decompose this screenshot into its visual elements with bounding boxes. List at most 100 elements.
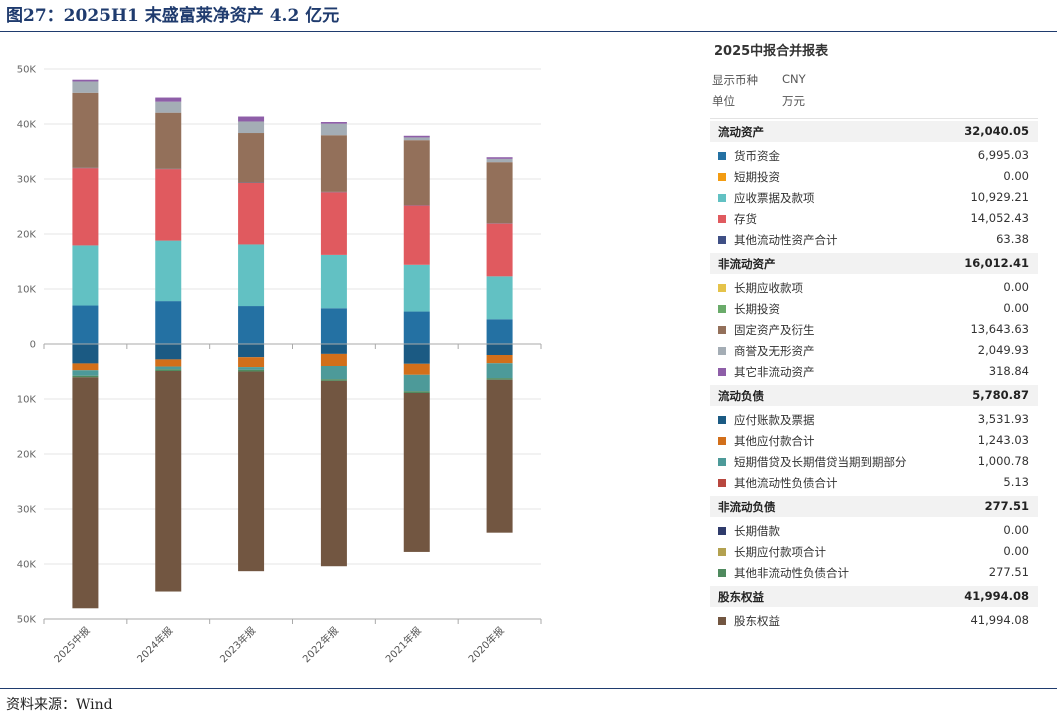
x-tick-label: 2020年报 — [465, 624, 506, 665]
legend-item[interactable]: 长期应付款项合计 0.00 — [710, 541, 1038, 562]
bar-segment — [238, 182, 265, 245]
section-total: 277.51 — [984, 499, 1029, 513]
bar-segment — [486, 162, 513, 224]
bar-segment — [403, 311, 430, 344]
balance-sheet-stacked-bar-chart: 50K 40K 30K 20K 10K 0 10K 20K 30K 40K 50K 2025中报 202… — [17, 65, 542, 665]
y-tick-label: 50K — [17, 65, 37, 76]
legend-item[interactable]: 短期投资 0.00 — [710, 166, 1038, 187]
section-label: 流动资产 — [718, 125, 764, 139]
section-header: 非流动负债 277.51 — [710, 496, 1038, 517]
legend-item[interactable]: 应付账款及票据 3,531.93 — [710, 409, 1038, 430]
bar-segment — [238, 371, 265, 572]
legend-item[interactable]: 货币资金 6,995.03 — [710, 145, 1038, 166]
legend-value: 0.00 — [1003, 544, 1029, 558]
legend-swatch — [718, 305, 726, 313]
legend-swatch — [718, 152, 726, 160]
legend-item[interactable]: 长期应收款项 0.00 — [710, 277, 1038, 298]
bar-segment — [403, 391, 430, 393]
legend-item[interactable]: 其它非流动资产 318.84 — [710, 361, 1038, 382]
bar-segment — [72, 81, 99, 93]
y-tick-label: 10K — [17, 285, 37, 296]
bar-segment — [403, 137, 430, 141]
legend-label: 其他流动性资产合计 — [734, 233, 838, 247]
bar-segment — [320, 344, 347, 354]
legend-item[interactable]: 其他应付款合计 1,243.03 — [710, 430, 1038, 451]
bar-segment — [155, 169, 182, 241]
legend-value: 2,049.93 — [977, 343, 1029, 357]
bar-segment — [486, 158, 513, 163]
legend-value: 1,000.78 — [977, 454, 1029, 468]
x-tick-label: 2021年报 — [383, 624, 424, 665]
bar-segment — [486, 157, 513, 159]
bar-segment — [238, 121, 265, 134]
legend-item[interactable]: 长期投资 0.00 — [710, 298, 1038, 319]
legend-swatch — [718, 548, 726, 556]
bar-segment — [320, 366, 347, 380]
legend-value: 3,531.93 — [977, 412, 1029, 426]
legend-swatch — [718, 194, 726, 202]
bar-segment — [155, 97, 182, 102]
legend-item[interactable]: 长期借款 0.00 — [710, 520, 1038, 541]
legend-item[interactable]: 固定资产及衍生 13,643.63 — [710, 319, 1038, 340]
meta-row: 显示币种 CNY — [712, 72, 806, 88]
bar-segment — [72, 305, 99, 344]
bar-segment — [155, 344, 182, 360]
section-header: 非流动资产 16,012.41 — [710, 253, 1038, 274]
meta-value: CNY — [782, 72, 806, 86]
y-tick-label: 50K — [17, 615, 37, 626]
bar-segment — [403, 344, 430, 364]
legend-value: 63.38 — [996, 232, 1029, 246]
legend-item[interactable]: 应收票据及款项 10,929.21 — [710, 187, 1038, 208]
legend-label: 长期投资 — [734, 302, 780, 316]
bar-segment — [403, 392, 430, 552]
bar-segment — [238, 244, 265, 307]
bar-segment — [72, 79, 99, 82]
legend-item[interactable]: 股东权益 41,994.08 — [710, 610, 1038, 631]
legend-item[interactable]: 其他流动性资产合计 63.38 — [710, 229, 1038, 250]
legend-item[interactable]: 短期借贷及长期借贷当期到期部分 1,000.78 — [710, 451, 1038, 472]
meta-label: 单位 — [712, 94, 735, 108]
legend-value: 5.13 — [1003, 475, 1029, 489]
legend-value: 41,994.08 — [970, 613, 1029, 627]
bar-segment — [486, 378, 513, 380]
legend-item[interactable]: 其他非流动性负债合计 277.51 — [710, 562, 1038, 583]
bar-segment — [403, 363, 430, 375]
bar-segment — [155, 366, 182, 370]
section-label: 非流动负债 — [718, 500, 776, 514]
legend-label: 存货 — [734, 212, 757, 226]
legend-label: 股东权益 — [734, 614, 780, 628]
legend-item[interactable]: 其他流动性负债合计 5.13 — [710, 472, 1038, 493]
bar-segment — [155, 301, 182, 344]
legend-label: 长期应收款项 — [734, 281, 803, 295]
section-header: 流动资产 32,040.05 — [710, 121, 1038, 142]
legend-label: 其他应付款合计 — [734, 434, 815, 448]
bar-segment — [486, 379, 513, 533]
bar-segment — [72, 344, 99, 364]
section-label: 非流动资产 — [718, 257, 776, 271]
section-header: 股东权益 41,994.08 — [710, 586, 1038, 607]
legend-value: 1,243.03 — [977, 433, 1029, 447]
legend-value: 0.00 — [1003, 169, 1029, 183]
bar-segment — [320, 353, 347, 366]
bar-segment — [486, 355, 513, 364]
legend-label: 应收票据及款项 — [734, 191, 815, 205]
bar-segment — [72, 92, 99, 168]
bar-segment — [403, 140, 430, 206]
y-tick-label: 20K — [17, 450, 37, 461]
bar-segment — [320, 379, 347, 381]
bar-segment — [238, 306, 265, 344]
legend-swatch — [718, 617, 726, 625]
bar-segment — [320, 122, 347, 124]
bar-segment — [320, 308, 347, 344]
section-label: 流动负债 — [718, 389, 764, 403]
legend-item[interactable]: 存货 14,052.43 — [710, 208, 1038, 229]
bars[interactable] — [72, 79, 513, 609]
bar-segment — [403, 135, 430, 138]
source-rule — [0, 688, 1057, 689]
legend-value: 14,052.43 — [970, 211, 1029, 225]
bar-segment — [155, 112, 182, 169]
bar-segment — [72, 245, 99, 306]
bar-segment — [155, 359, 182, 367]
legend-item[interactable]: 商誉及无形资产 2,049.93 — [710, 340, 1038, 361]
legend-swatch — [718, 416, 726, 424]
